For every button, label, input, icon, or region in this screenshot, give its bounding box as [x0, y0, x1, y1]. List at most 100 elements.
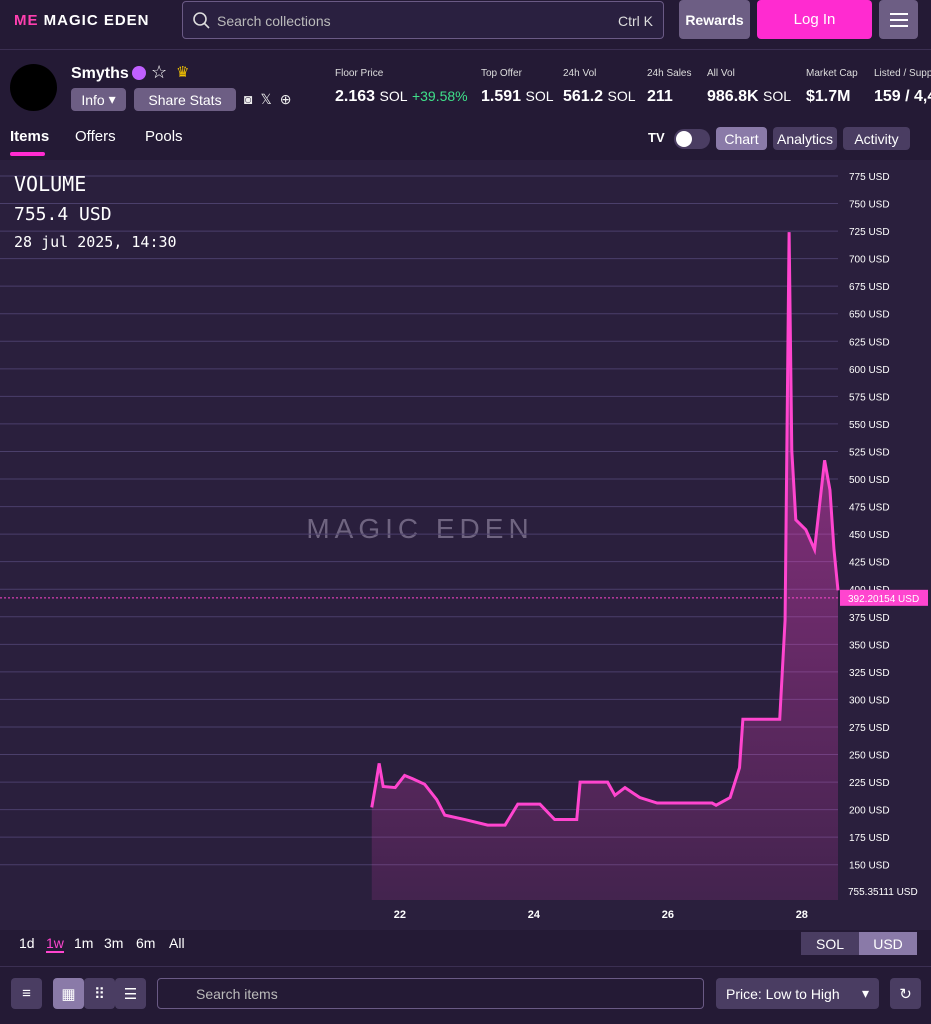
y-tick-label: 150 USD: [849, 861, 890, 872]
currency-button[interactable]: SOL: [801, 932, 859, 955]
x-tick-label: 24: [528, 909, 541, 921]
grid-small-button[interactable]: ⠿: [84, 978, 115, 1009]
chart-legend: VOLUME 755.4 USD 28 jul 2025, 14:30: [14, 172, 177, 251]
stat-change: +39.58%: [411, 88, 468, 104]
logo[interactable]: ME MAGIC EDEN: [14, 12, 150, 29]
top-bar: ME MAGIC EDEN Search collections Ctrl K …: [0, 0, 931, 50]
y-tick-label: 475 USD: [849, 503, 890, 514]
favorite-star[interactable]: ☆: [151, 62, 168, 82]
range-button[interactable]: 6m: [136, 935, 156, 951]
x-tick-label: 22: [394, 909, 406, 921]
social-links[interactable]: ◙𝕏⊕: [244, 91, 300, 107]
grid-large-button[interactable]: ▦: [53, 978, 84, 1009]
stat-value: 986.8K SOL: [707, 88, 791, 106]
stat-number: $1.7M: [806, 88, 851, 105]
y-tick-label: 500 USD: [849, 475, 890, 486]
volume-label: 755.35111 USD: [848, 887, 918, 898]
stat: Listed / Supp 159 / 4,4: [874, 68, 931, 106]
y-tick-label: 725 USD: [849, 227, 890, 238]
y-tick-label: 200 USD: [849, 806, 890, 817]
stat-value: 2.163 SOL +39.58%: [335, 88, 468, 106]
tab[interactable]: Pools: [145, 128, 183, 145]
sort-select[interactable]: Price: Low to High ▾: [716, 978, 879, 1009]
collection-name: Smyths: [71, 65, 129, 82]
view-button[interactable]: Activity: [843, 127, 910, 150]
y-tick-label: 325 USD: [849, 668, 890, 679]
y-tick-label: 175 USD: [849, 833, 890, 844]
stat-unit: SOL: [379, 88, 408, 104]
chart: MAGIC EDEN 150 USD 175 USD 200 USD 225 USD 2…: [0, 160, 931, 930]
x-tick-label: 28: [796, 909, 808, 921]
y-tick-label: 225 USD: [849, 778, 890, 789]
rewards-button[interactable]: Rewards: [679, 0, 750, 39]
collection-avatar: [10, 64, 57, 111]
tab[interactable]: Offers: [75, 128, 116, 145]
search-icon: [193, 12, 210, 29]
stat-label: 24h Sales: [647, 68, 692, 79]
area: [371, 232, 838, 900]
toggle[interactable]: [674, 129, 710, 149]
y-tick-label: 550 USD: [849, 420, 890, 431]
stat: Floor Price 2.163 SOL +39.58%: [335, 68, 468, 106]
shortcut: Ctrl K: [618, 13, 653, 29]
stat-unit: SOL: [525, 88, 554, 104]
tab-underline: [10, 152, 45, 156]
y-tick-label: 750 USD: [849, 200, 890, 211]
sort-label: Price: Low to High: [726, 985, 840, 1002]
stats-row: Floor Price 2.163 SOL +39.58% Top Offer 1.5…: [335, 68, 931, 108]
currency-button[interactable]: USD: [859, 932, 917, 955]
stat-number: 1.591: [481, 88, 522, 105]
crown-icon: ♛: [176, 64, 190, 81]
range-button[interactable]: 1w: [46, 935, 64, 953]
legend-value: 755.4 USD: [14, 204, 112, 225]
y-tick-label: 650 USD: [849, 310, 890, 321]
y-tick-label: 250 USD: [849, 751, 890, 762]
info-label: Info: [81, 91, 105, 108]
y-tick-label: 275 USD: [849, 723, 890, 734]
verified-badge: [132, 66, 146, 80]
share-stats-button[interactable]: Share Stats: [134, 88, 236, 111]
stat-unit: SOL: [607, 88, 636, 104]
y-tick-label: 600 USD: [849, 365, 890, 376]
y-tick-label: 700 USD: [849, 255, 890, 266]
stat-number: 986.8K: [707, 88, 759, 105]
y-tick-label: 300 USD: [849, 695, 890, 706]
stat-label: Market Cap: [806, 68, 858, 79]
y-tick-label: 375 USD: [849, 613, 890, 624]
list-button[interactable]: ☰: [115, 978, 146, 1009]
stat: Top Offer 1.591 SOL: [481, 68, 554, 106]
y-tick-label: 775 USD: [849, 172, 890, 183]
range-button[interactable]: 3m: [104, 935, 124, 951]
view-button[interactable]: Chart: [716, 127, 767, 150]
price-label: 392.20154 USD: [848, 594, 919, 605]
stat-label: All Vol: [707, 68, 735, 79]
filter-button[interactable]: ≡: [11, 978, 42, 1009]
search-box[interactable]: Search collections Ctrl K: [182, 1, 664, 39]
y-tick-label: 675 USD: [849, 282, 890, 293]
stat-number: 561.2: [563, 88, 604, 105]
stat: 24h Vol 561.2 SOL: [563, 68, 636, 106]
range-button[interactable]: All: [169, 935, 185, 951]
stat-label: Floor Price: [335, 68, 384, 79]
range-button[interactable]: 1m: [74, 935, 94, 951]
stat-value: 1.591 SOL: [481, 88, 554, 106]
range-button[interactable]: 1d: [19, 935, 35, 951]
tab[interactable]: Items: [10, 128, 50, 145]
logo-text: MAGIC EDEN: [43, 12, 150, 29]
currency-toggle: SOL USD: [801, 932, 917, 955]
refresh-button[interactable]: ↻: [890, 978, 921, 1009]
stat-number: 2.163: [335, 88, 376, 105]
login-button[interactable]: Log In: [757, 0, 872, 39]
items-search[interactable]: Search items: [157, 978, 704, 1009]
stat-number: 159 / 4,4: [874, 88, 931, 105]
y-tick-label: 425 USD: [849, 558, 890, 569]
stat: Market Cap $1.7M: [806, 68, 858, 106]
toggle-knob: [676, 131, 692, 147]
stat-value: 561.2 SOL: [563, 88, 636, 106]
view-button[interactable]: Analytics: [773, 127, 837, 150]
menu-button[interactable]: [879, 0, 918, 39]
info-button[interactable]: Info ▾: [71, 88, 126, 111]
stat-label: Listed / Supp: [874, 68, 931, 79]
price-label-bg: [840, 589, 928, 606]
